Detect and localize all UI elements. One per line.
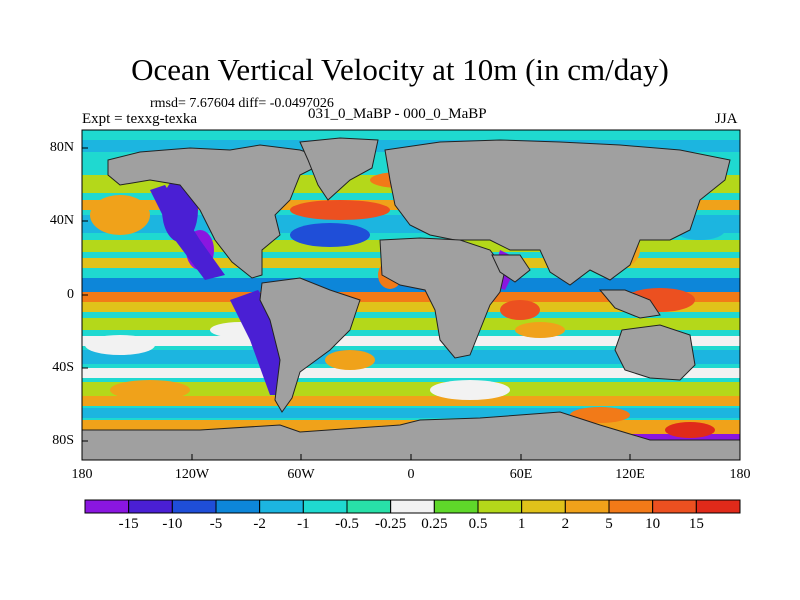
colorbar-swatch xyxy=(346,499,392,514)
colorbar-swatch xyxy=(433,499,479,514)
colorbar-label: 10 xyxy=(645,516,661,532)
colorbar-swatch xyxy=(521,499,566,514)
difference-label: 031_0_MaBP - 000_0_MaBP xyxy=(308,106,487,122)
colorbar-label: 5 xyxy=(605,516,613,532)
lat-tick-label: 40N xyxy=(49,213,74,228)
colorbar-swatch xyxy=(128,499,173,514)
land-eurasia xyxy=(384,139,731,286)
colorbar-label: 0.5 xyxy=(468,516,488,532)
colorbar-swatch xyxy=(302,499,348,514)
land-africa xyxy=(379,237,506,359)
colorbar-swatch xyxy=(171,499,217,514)
lat-tick-label: 80N xyxy=(49,140,74,155)
colorbar-swatch xyxy=(477,499,523,514)
land-south-america xyxy=(259,277,361,413)
colorbar-swatch xyxy=(564,499,610,514)
axis-ticks xyxy=(81,147,741,460)
colorbar-swatch xyxy=(652,499,697,514)
land-australia xyxy=(614,324,696,381)
colorbar-label: -0.25 xyxy=(375,516,407,532)
colorbar-label: 15 xyxy=(688,516,704,532)
page-title: Ocean Vertical Velocity at 10m (in cm/da… xyxy=(131,52,669,87)
land-greenland xyxy=(299,137,379,201)
season-label: JJA xyxy=(715,111,738,127)
colorbar-label: -10 xyxy=(162,516,183,532)
lon-tick-label: 120E xyxy=(615,467,645,482)
lon-tick-label: 60W xyxy=(287,467,315,482)
lon-tick-label: 180 xyxy=(71,467,93,482)
lon-tick-label: 120W xyxy=(174,467,210,482)
colorbar-swatch xyxy=(608,499,654,514)
colorbar-swatch xyxy=(84,499,130,514)
lon-tick-label: 60E xyxy=(509,467,533,482)
land-antarctica xyxy=(82,411,740,460)
experiment-label: Expt = texxg-texka xyxy=(82,111,198,127)
stats-label: rmsd= 7.67604 diff= -0.0497026 xyxy=(150,96,334,111)
colorbar-label: 2 xyxy=(561,516,570,532)
colorbar-label: -5 xyxy=(209,516,223,532)
land-north-america xyxy=(107,144,332,279)
colorbar-label: -1 xyxy=(297,516,310,532)
lat-tick-label: 80S xyxy=(52,433,74,448)
land-se-asia xyxy=(598,289,661,319)
land-masses xyxy=(82,137,740,460)
colorbar-swatch xyxy=(215,499,261,514)
land-arabia xyxy=(491,254,531,283)
colorbar-label: 1 xyxy=(517,516,526,532)
colorbar-label: 0.25 xyxy=(421,516,448,532)
colorbar-swatch xyxy=(259,499,304,514)
colorbar-label: -15 xyxy=(118,516,139,532)
colorbar-swatch xyxy=(390,499,435,514)
map-field xyxy=(82,130,740,460)
lat-tick-label: 0 xyxy=(67,287,74,302)
lon-tick-label: 180 xyxy=(729,467,751,482)
colorbar-label: -2 xyxy=(253,516,266,532)
lon-tick-label: 0 xyxy=(407,467,415,482)
colorbar-swatch xyxy=(695,499,741,514)
lat-tick-label: 40S xyxy=(52,360,74,375)
colorbar-label: -0.5 xyxy=(335,516,359,532)
